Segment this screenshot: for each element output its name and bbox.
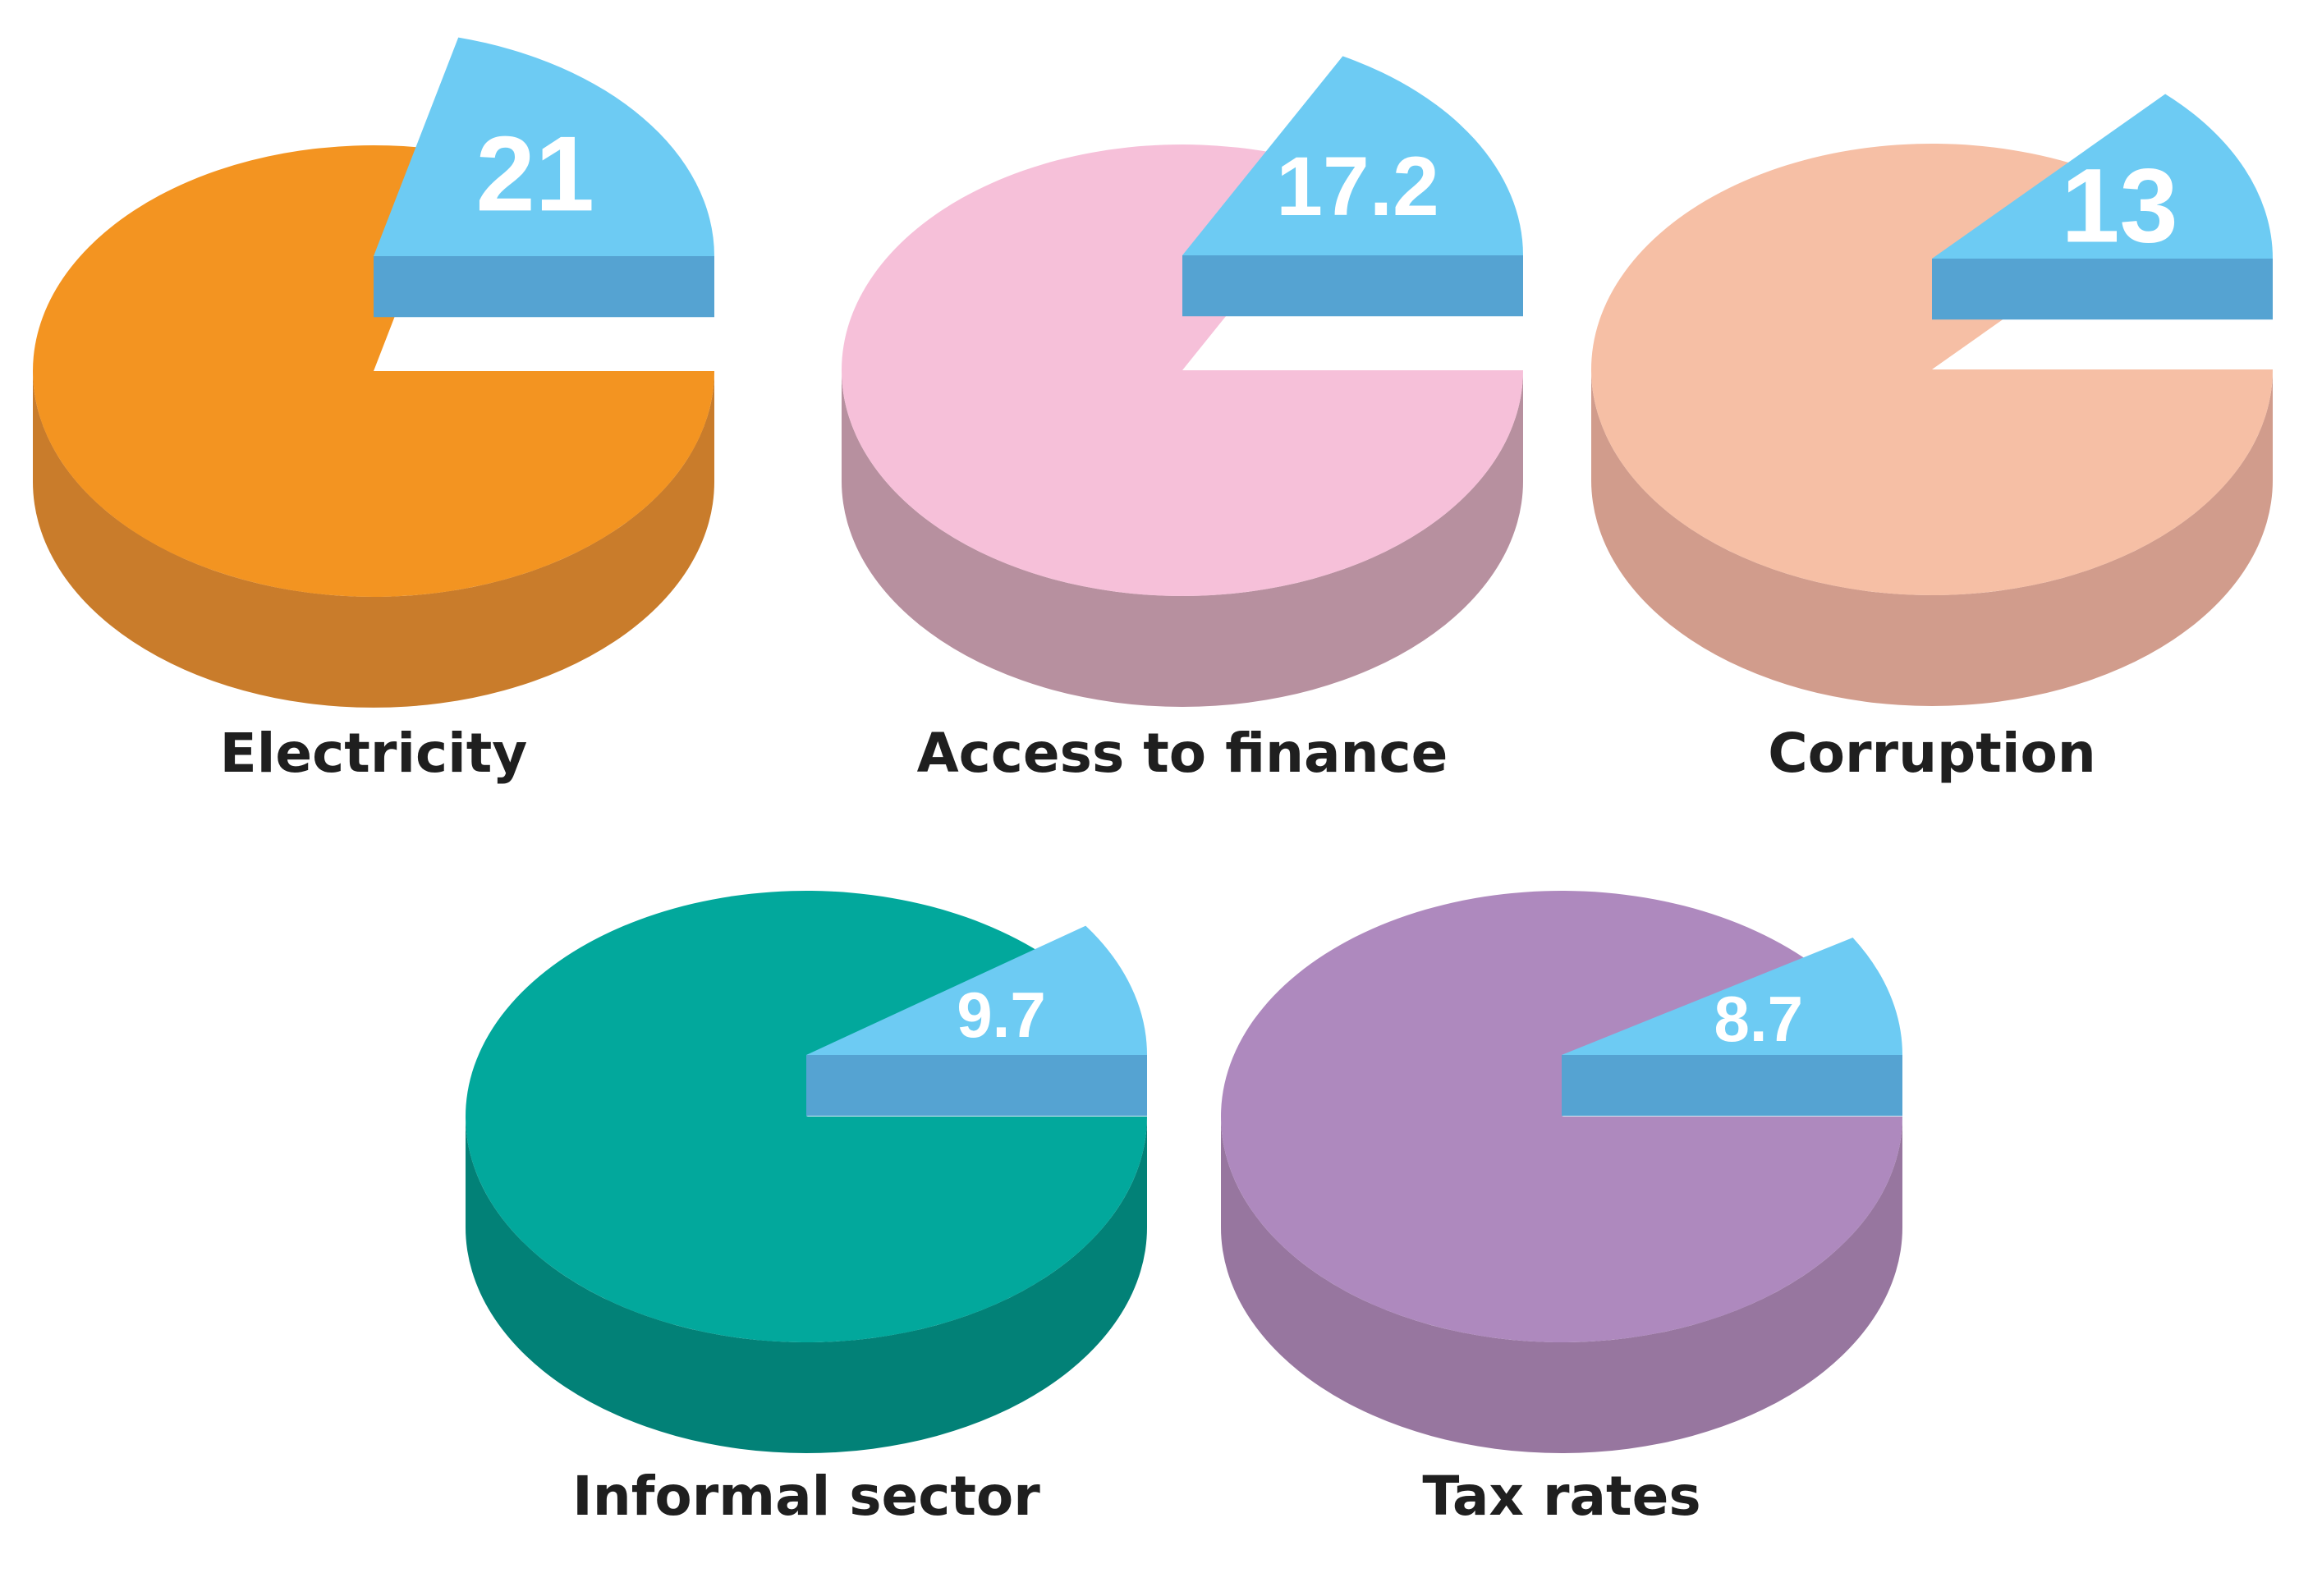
- pie-side: [842, 370, 1523, 707]
- highlight-slice: [1562, 938, 1902, 1055]
- pie-remaining-slice: [1591, 143, 2273, 595]
- highlight-slice-wall: [1562, 1055, 1902, 1117]
- value-label: 8.7: [1714, 983, 1803, 1055]
- category-label: Corruption: [1768, 722, 2096, 785]
- pie-chart-electricity: 21 Electricity: [32, 37, 714, 785]
- highlight-slice-wall: [1932, 259, 2273, 320]
- pie-remaining-slice: [32, 144, 714, 597]
- pie-remaining-slice: [1221, 891, 1902, 1343]
- highlight-slice-wall: [1182, 255, 1523, 317]
- category-label: Tax rates: [1422, 1465, 1700, 1528]
- pie-chart-tax-rates: 8.7 Tax rates: [1221, 891, 1902, 1528]
- highlight-slice-wall: [806, 1055, 1147, 1117]
- pie-chart-corruption: 13 Corruption: [1591, 94, 2273, 785]
- highlight-slice: [1932, 94, 2273, 259]
- highlight-slice: [806, 925, 1147, 1055]
- pie-side: [1591, 369, 2273, 706]
- highlight-slice-wall: [374, 256, 714, 318]
- category-label: Informal sector: [572, 1465, 1040, 1528]
- highlight-slice: [1182, 56, 1523, 256]
- pie-side: [33, 371, 714, 708]
- value-label: 13: [2061, 147, 2177, 264]
- pie-chart-access-to-finance: 17.2 Access to finance: [842, 56, 1523, 785]
- category-label: Electricity: [220, 722, 528, 785]
- charts-layer: 21 Electricity 17.2 Access to finance 13 Corr…: [32, 37, 2273, 1528]
- pie-side: [466, 1117, 1147, 1453]
- value-label: 21: [475, 113, 594, 233]
- category-label: Access to finance: [917, 722, 1448, 785]
- pie-side: [1221, 1117, 1902, 1453]
- pie-remaining-slice: [842, 144, 1523, 597]
- value-label: 9.7: [957, 979, 1045, 1051]
- highlight-slice: [374, 37, 714, 257]
- value-label: 17.2: [1276, 140, 1439, 233]
- pie-chart-informal-sector: 9.7 Informal sector: [466, 891, 1147, 1528]
